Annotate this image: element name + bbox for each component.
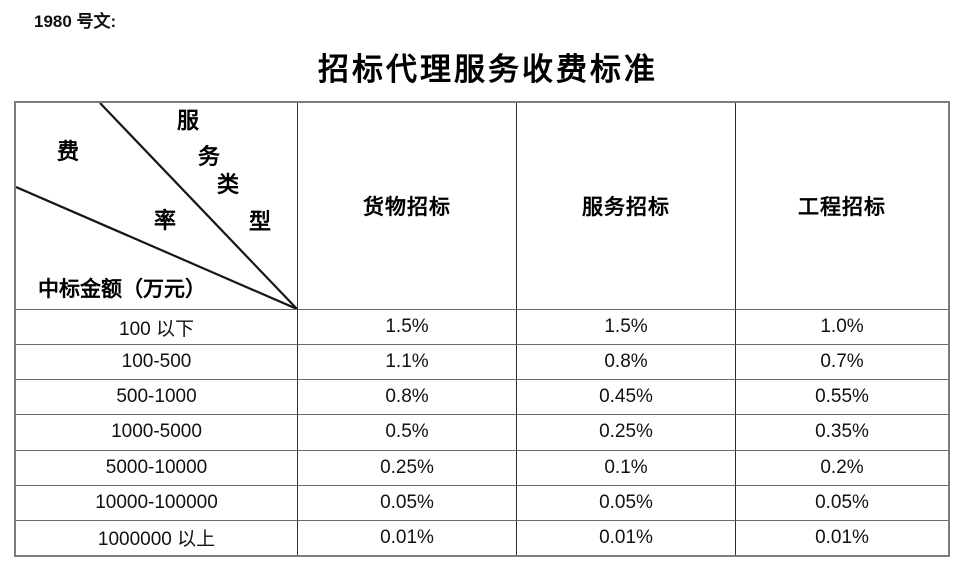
row-label: 5000-10000	[16, 449, 297, 485]
value-cell: 0.01%	[516, 519, 735, 555]
corner-header-cell: 服 务 类 型 费 率 中标金额（万元）	[16, 103, 297, 309]
row-label: 10000-100000	[16, 484, 297, 520]
corner-char-rate-1: 费	[57, 139, 80, 164]
value-cell: 0.35%	[735, 414, 948, 450]
value-cell: 0.45%	[516, 379, 735, 415]
value-cell: 0.01%	[297, 519, 516, 555]
value-cell: 0.5%	[297, 414, 516, 450]
value-cell: 0.05%	[516, 484, 735, 520]
doc-reference: 1980 号文:	[34, 12, 117, 31]
corner-char-service-type-4: 型	[249, 209, 272, 234]
value-cell: 0.8%	[297, 379, 516, 415]
row-label: 100 以下	[16, 309, 297, 344]
value-cell: 0.05%	[735, 484, 948, 520]
value-cell: 1.5%	[516, 309, 735, 345]
row-label: 1000000 以上	[16, 519, 297, 555]
row-label: 100-500	[16, 344, 297, 379]
value-cell: 1.1%	[297, 344, 516, 380]
row-label: 500-1000	[16, 379, 297, 414]
column-header-goods: 货物招标	[297, 103, 516, 309]
value-cell: 0.01%	[735, 519, 948, 555]
page-title: 招标代理服务收费标准	[318, 52, 658, 87]
corner-char-service-type-2: 务	[198, 144, 221, 169]
value-cell: 1.5%	[297, 309, 516, 345]
value-cell: 1.0%	[735, 309, 948, 345]
value-cell: 0.25%	[297, 449, 516, 485]
fee-table: 服 务 类 型 费 率 中标金额（万元） 货物招标 服务招标 工程招标 100 …	[14, 101, 950, 557]
amount-axis-label: 中标金额（万元）	[38, 277, 206, 301]
corner-char-rate-2: 率	[154, 208, 177, 233]
corner-char-service-type-1: 服	[177, 108, 200, 133]
row-label: 1000-5000	[16, 414, 297, 449]
value-cell: 0.25%	[516, 414, 735, 450]
column-header-engineering: 工程招标	[735, 103, 948, 309]
value-cell: 0.7%	[735, 344, 948, 380]
value-cell: 0.1%	[516, 449, 735, 485]
value-cell: 0.2%	[735, 449, 948, 485]
column-header-services: 服务招标	[516, 103, 735, 309]
value-cell: 0.8%	[516, 344, 735, 380]
value-cell: 0.05%	[297, 484, 516, 520]
value-cell: 0.55%	[735, 379, 948, 415]
diagonal-lines-icon	[16, 103, 297, 309]
corner-char-service-type-3: 类	[217, 172, 240, 197]
